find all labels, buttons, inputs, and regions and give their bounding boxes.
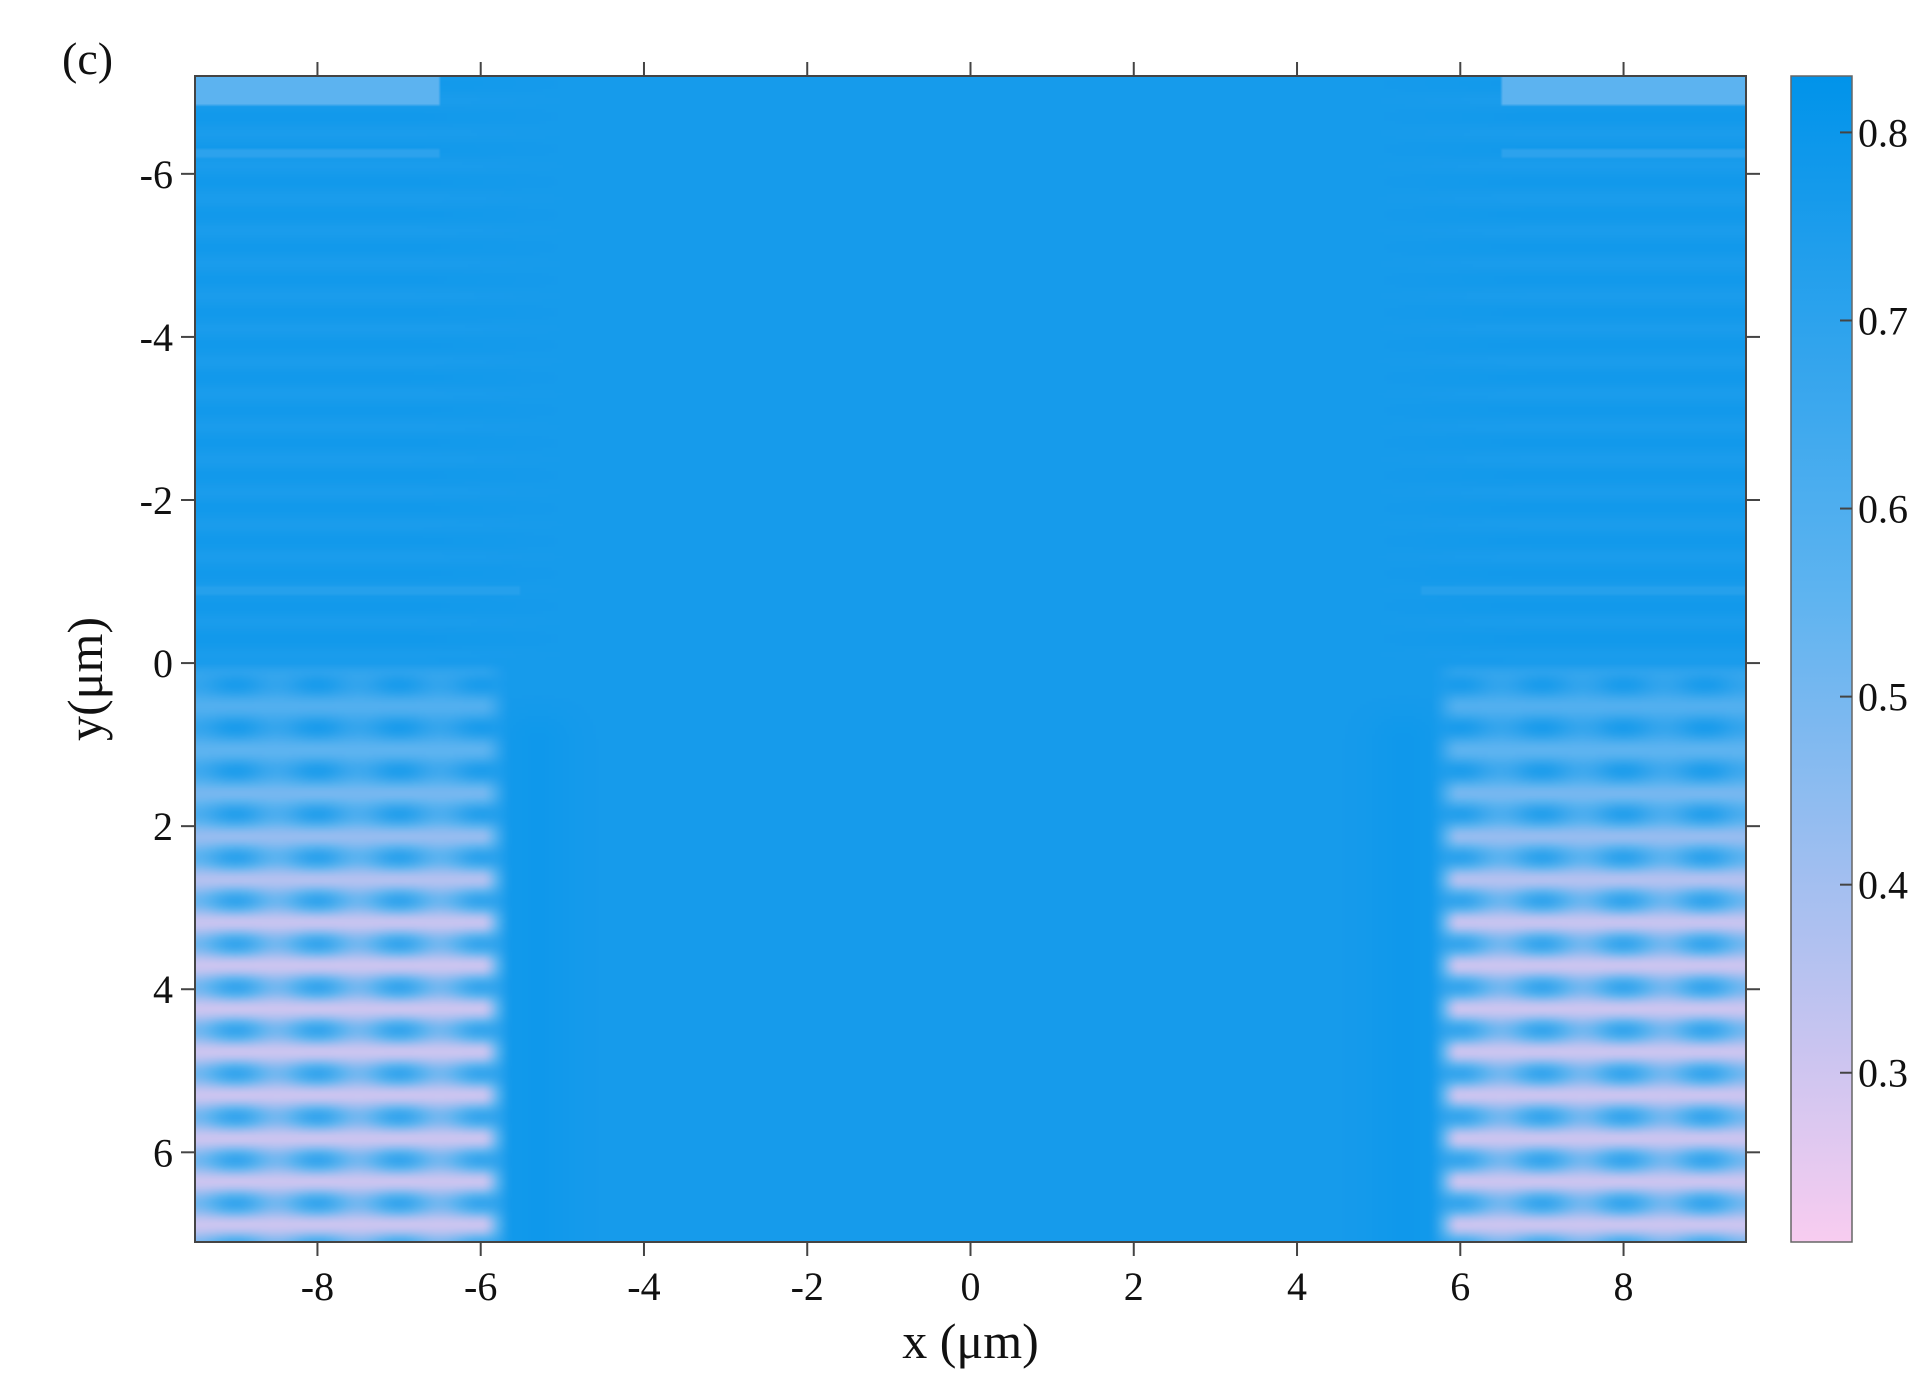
colorbar-tick-label: 0.6 [1858, 487, 1908, 532]
x-tick-label: -8 [301, 1264, 334, 1309]
plot-area [194, 75, 1747, 1243]
colorbar-tick-label: 0.4 [1858, 863, 1908, 908]
x-tick-label: 8 [1614, 1264, 1634, 1309]
y-tick-label: -2 [140, 478, 173, 523]
y-tick-label: 2 [153, 804, 173, 849]
y-axis-label: y(μm) [57, 617, 113, 741]
x-tick-label: -2 [791, 1264, 824, 1309]
y-tick-label: 6 [153, 1130, 173, 1175]
colorbar: 0.3 0.4 0.5 0.6 0.7 0.8 [1790, 75, 1908, 1243]
x-axis-ticks: -8 -6 -4 -2 0 2 4 6 8 [301, 62, 1634, 1309]
x-tick-label: -4 [627, 1264, 660, 1309]
colorbar-tick-label: 0.5 [1858, 675, 1908, 720]
colorbar-frame [1790, 75, 1853, 1243]
colorbar-tick-label: 0.3 [1858, 1051, 1908, 1096]
y-tick-label: 4 [153, 967, 173, 1012]
panel-label: (c) [62, 33, 113, 84]
y-tick-label: -6 [140, 152, 173, 197]
x-tick-label: 0 [961, 1264, 981, 1309]
x-axis-label: x (μm) [902, 1313, 1039, 1369]
x-tick-label: 6 [1450, 1264, 1470, 1309]
colorbar-tick-label: 0.7 [1858, 298, 1908, 343]
x-tick-label: 2 [1124, 1264, 1144, 1309]
colorbar-gradient [1791, 76, 1852, 1242]
x-tick-label: 4 [1287, 1264, 1307, 1309]
y-tick-label: -4 [140, 315, 173, 360]
colorbar-tick-label: 0.8 [1858, 110, 1908, 155]
y-tick-label: 0 [153, 641, 173, 686]
y-axis-ticks: -6 -4 -2 0 2 4 6 [140, 152, 1760, 1175]
x-tick-label: -6 [464, 1264, 497, 1309]
colorbar-ticks: 0.3 0.4 0.5 0.6 0.7 0.8 [1840, 110, 1908, 1096]
heatmap-image [195, 76, 1746, 1242]
